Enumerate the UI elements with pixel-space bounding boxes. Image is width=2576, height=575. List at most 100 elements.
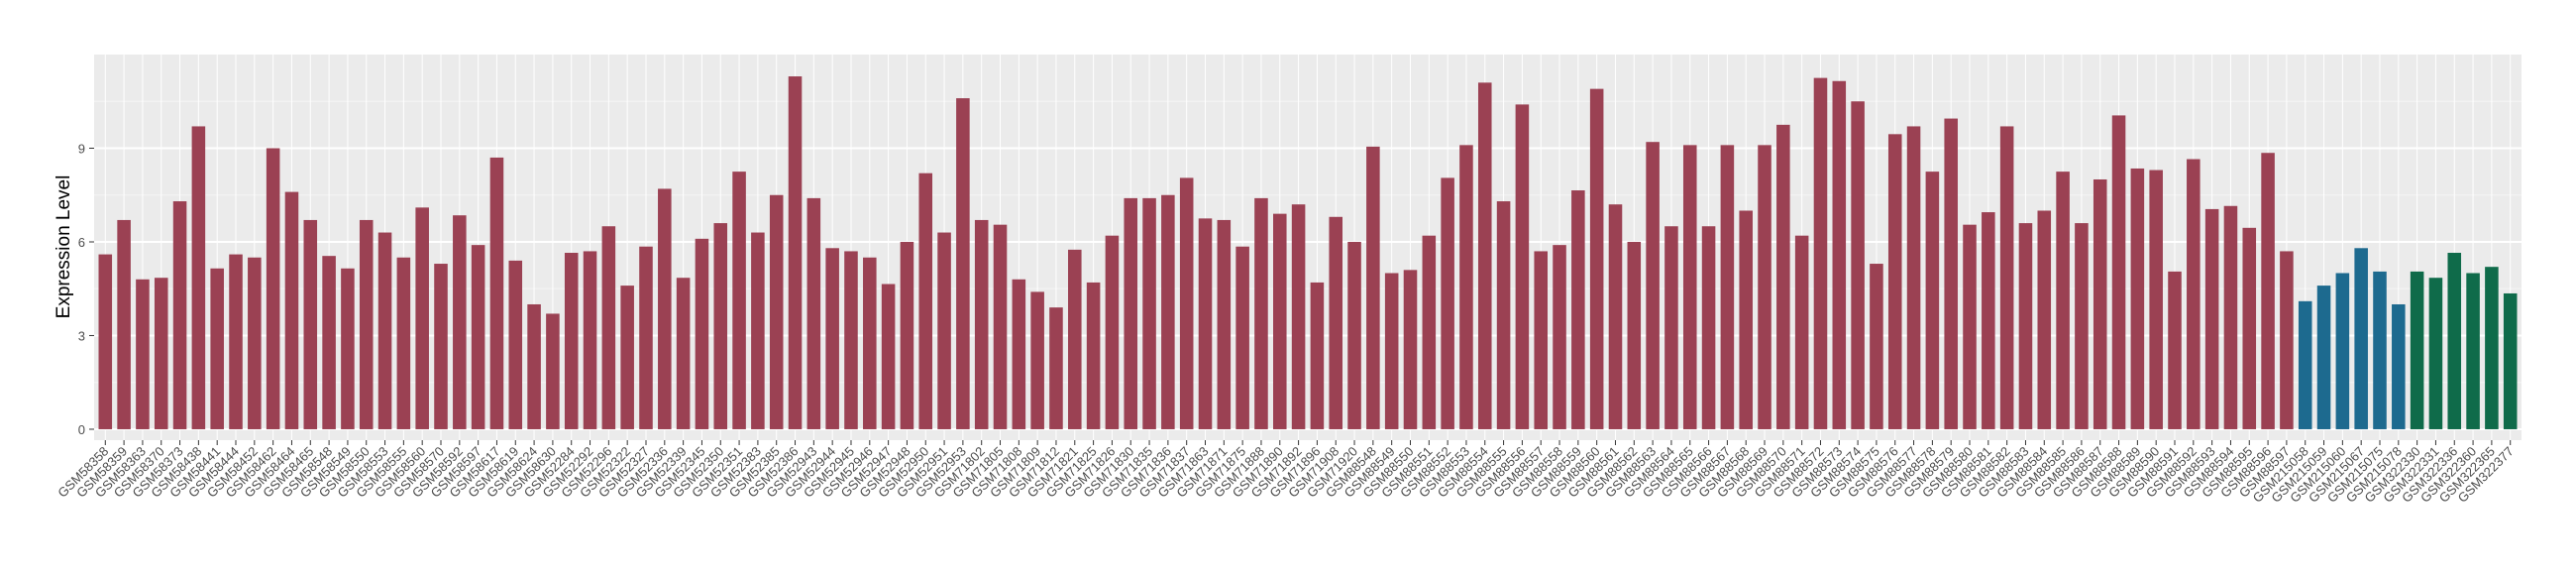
bar: [1794, 235, 1809, 429]
bar: [1068, 249, 1082, 429]
bar: [2373, 271, 2387, 429]
bar: [1142, 197, 1156, 429]
bar: [1496, 201, 1511, 429]
bar: [359, 219, 374, 429]
bar: [1459, 145, 1473, 429]
bar: [993, 224, 1008, 429]
y-axis-title: Expression Level: [54, 175, 74, 319]
bar: [1925, 172, 1940, 429]
bar: [1049, 307, 1063, 429]
bar: [918, 172, 933, 429]
bar: [489, 157, 504, 429]
bar: [229, 254, 243, 429]
bar: [2242, 227, 2257, 429]
bar: [1030, 291, 1044, 429]
bar: [1273, 213, 1287, 429]
bar: [620, 286, 634, 429]
bar: [676, 278, 691, 429]
bar: [248, 257, 262, 429]
bar: [2187, 159, 2200, 429]
bar: [1739, 210, 1753, 429]
bar: [583, 251, 597, 429]
bar: [1887, 134, 1902, 429]
bar: [2261, 153, 2275, 429]
bar: [377, 232, 392, 429]
bar: [806, 197, 821, 429]
bar: [1963, 224, 1977, 429]
bar: [1161, 194, 1175, 429]
bar: [1086, 282, 1101, 429]
bar: [713, 223, 728, 429]
bar: [788, 76, 803, 429]
bar: [900, 241, 914, 429]
bar: [2168, 271, 2182, 429]
bar: [1477, 82, 1492, 429]
bar: [658, 188, 672, 429]
bar: [1870, 264, 1883, 429]
bar: [1179, 177, 1194, 429]
bar: [266, 148, 280, 429]
bar: [527, 303, 541, 429]
bar: [956, 98, 970, 429]
bar: [1682, 145, 1697, 429]
bar: [1124, 197, 1138, 429]
bar: [98, 254, 113, 429]
bar: [1254, 197, 1268, 429]
bar: [1366, 146, 1380, 429]
bar: [2204, 208, 2219, 429]
bar: [453, 215, 467, 429]
bar: [1832, 80, 1847, 429]
bar: [937, 232, 951, 429]
y-tick-label: 0: [78, 422, 85, 437]
bar: [1441, 177, 1454, 429]
y-tick-label: 3: [78, 328, 85, 343]
bar: [1758, 145, 1771, 429]
bar: [1422, 235, 1437, 429]
bar: [172, 201, 187, 429]
bar: [881, 284, 896, 429]
bar: [191, 126, 206, 429]
bar: [2075, 223, 2089, 429]
bar: [284, 191, 299, 429]
bar: [825, 248, 839, 429]
bar: [1329, 216, 1342, 429]
bar: [1384, 273, 1399, 429]
bar: [1235, 246, 1249, 429]
bar: [1813, 77, 1828, 429]
bar: [2354, 248, 2368, 429]
bar: [1347, 241, 1361, 429]
bar: [2316, 286, 2331, 429]
bar: [1944, 118, 1958, 429]
bar: [1982, 212, 1995, 429]
bar: [769, 194, 784, 429]
bar: [2466, 273, 2480, 429]
bar: [1627, 241, 1642, 429]
bar: [1646, 142, 1660, 429]
bar: [1217, 219, 1232, 429]
bar: [471, 245, 485, 429]
bar: [341, 268, 355, 429]
bar: [639, 246, 653, 429]
bar: [2503, 292, 2518, 429]
bar: [1571, 190, 1585, 429]
bar: [210, 268, 224, 429]
bar: [974, 219, 989, 429]
bar: [2130, 168, 2145, 429]
bar: [1776, 124, 1790, 429]
bar: [1291, 204, 1306, 429]
bar: [508, 260, 523, 429]
bar: [751, 232, 765, 429]
bar: [1664, 226, 1678, 429]
bar: [1012, 279, 1026, 429]
bar: [2093, 178, 2107, 429]
bar: [303, 219, 318, 429]
y-tick-label: 6: [78, 235, 85, 250]
bar: [415, 207, 429, 429]
bar: [1720, 145, 1735, 429]
bar: [2037, 210, 2052, 429]
bar: [2335, 273, 2350, 429]
bar: [1589, 88, 1604, 429]
bar: [396, 257, 411, 429]
bar: [1310, 282, 1325, 429]
